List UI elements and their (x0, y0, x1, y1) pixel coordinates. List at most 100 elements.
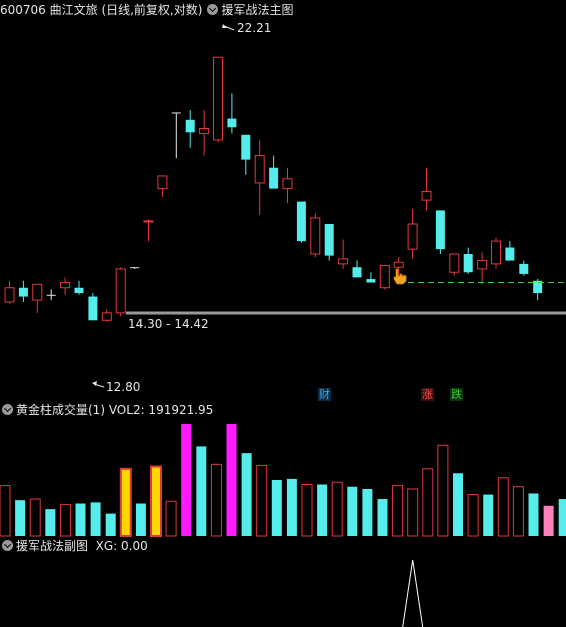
candle (157, 175, 168, 198)
candle (324, 223, 334, 261)
volume-bar (497, 477, 509, 537)
candle-body (32, 283, 43, 301)
badge-rise[interactable]: 涨 (421, 388, 434, 401)
low-arrow-icon (92, 381, 105, 388)
candle-body (130, 267, 140, 269)
candle (60, 277, 71, 295)
candle (227, 93, 237, 134)
main-indicator-name[interactable]: 援军战法主图 (221, 3, 294, 17)
candle-body (143, 220, 154, 223)
price-range-label: 14.30 - 14.42 (128, 317, 209, 331)
candle (352, 260, 362, 278)
candle-body (241, 134, 251, 160)
candle-body (393, 261, 404, 268)
candle (115, 267, 126, 317)
candle (130, 267, 140, 269)
volume-bar (347, 486, 358, 536)
candle (519, 260, 529, 276)
badge-finance[interactable]: 财 (318, 388, 331, 401)
volume-bar (210, 463, 222, 537)
high-arrow-icon (222, 24, 235, 31)
volume-bar (377, 499, 388, 536)
candle-body (171, 112, 181, 114)
candle (435, 210, 445, 254)
volume-bar (59, 504, 71, 537)
candle-body (352, 267, 362, 278)
candle (407, 208, 418, 259)
volume-bar (543, 505, 554, 536)
candle (171, 112, 181, 159)
candle-body (88, 296, 98, 321)
candle (449, 253, 460, 276)
candle-body (185, 119, 195, 133)
volume-bar (165, 500, 177, 537)
candle (199, 110, 210, 156)
sub-header: 援军战法副图 XG: 0.00 (0, 538, 148, 554)
candle-body (491, 240, 501, 265)
candle-body (199, 128, 210, 135)
candle-body (421, 190, 432, 201)
stock-title: 600706 曲江文旅 (日线,前复权,对数) (0, 3, 203, 17)
candle (74, 280, 84, 295)
volume-bar (467, 494, 479, 537)
candle-body (435, 210, 445, 250)
candle (213, 56, 223, 143)
candle (533, 279, 543, 301)
candle (88, 293, 98, 321)
candle (143, 219, 154, 242)
candle (269, 155, 279, 189)
candle-body (505, 247, 515, 261)
volume-bar (512, 486, 524, 537)
candle (338, 239, 349, 269)
hand-cursor-icon (393, 268, 407, 285)
candle-body (74, 287, 84, 294)
candle-body (157, 175, 168, 190)
candle-body (213, 56, 223, 141)
sub-indicator-title[interactable]: 援军战法副图 (16, 539, 89, 553)
chevron-down-icon[interactable] (2, 404, 13, 415)
volume-bar (241, 453, 252, 536)
candle-body (46, 294, 56, 296)
candle-body (18, 287, 28, 297)
low-price-label: 12.80 (106, 380, 141, 394)
candle (393, 257, 404, 276)
volume-bar (317, 484, 328, 536)
chevron-down-icon[interactable] (207, 4, 219, 15)
candle-body (60, 282, 71, 289)
volume-bar (392, 485, 404, 537)
candle-body (477, 260, 488, 270)
candle (282, 167, 293, 204)
volume-bar (196, 446, 207, 536)
candle-body (324, 223, 334, 256)
chevron-down-icon[interactable] (2, 540, 13, 551)
volume-bar (150, 465, 162, 537)
volume-bar (90, 502, 101, 536)
candle (101, 309, 112, 323)
candle (32, 283, 43, 313)
candle-body (338, 258, 349, 265)
candle (477, 252, 488, 285)
main-header: 600706 曲江文旅 (日线,前复权,对数) 援军战法主图 (0, 2, 293, 18)
volume-bar (362, 488, 373, 536)
volume-bar (558, 499, 566, 536)
volume-bar (181, 424, 192, 536)
candle (421, 167, 432, 211)
candle-body (310, 217, 321, 255)
volume-bar (301, 483, 313, 537)
candle (491, 237, 501, 269)
badge-fall[interactable]: 跌 (450, 388, 463, 401)
candle-body (282, 178, 293, 190)
xg-value: XG: 0.00 (95, 539, 148, 553)
candle (366, 272, 376, 283)
candle (241, 134, 251, 175)
candle (254, 139, 265, 215)
candle-body (519, 263, 529, 274)
volume-bar (331, 481, 343, 537)
volume-bar (407, 488, 419, 537)
candle-body (115, 268, 126, 314)
candle-body (407, 223, 418, 250)
volume-header: 黄金柱成交量(1) VOL2: 191921.95 (0, 402, 213, 418)
candle (379, 265, 390, 290)
